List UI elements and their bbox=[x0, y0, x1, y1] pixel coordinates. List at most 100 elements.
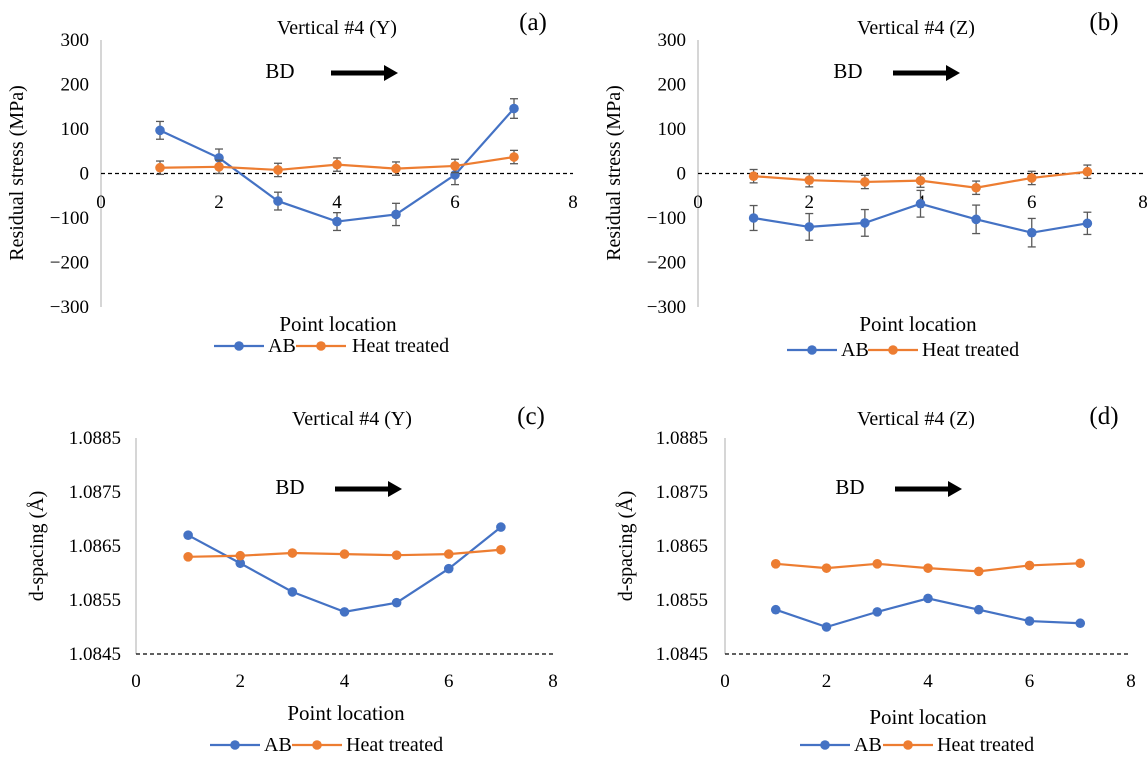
y-tick-label: 1.0855 bbox=[69, 590, 121, 611]
x-tick-label: 4 bbox=[340, 671, 350, 692]
x-tick-label: 4 bbox=[923, 671, 933, 692]
data-point bbox=[971, 214, 981, 225]
chart-panel-a: 300 200 100 0 −100 −200 −300 0 2 4 6 8 Vertical #4 (… bbox=[6, 9, 578, 357]
data-point bbox=[332, 216, 342, 227]
bd-label: BD bbox=[275, 475, 304, 499]
data-point bbox=[214, 162, 224, 172]
x-tick-label: 6 bbox=[1025, 671, 1035, 692]
data-point bbox=[804, 222, 815, 232]
chart-title: Vertical #4 (Z) bbox=[857, 408, 975, 430]
series-heat-treated bbox=[748, 164, 1093, 196]
x-tick-label: 8 bbox=[1126, 671, 1136, 692]
data-point bbox=[496, 522, 506, 532]
data-point bbox=[509, 152, 519, 162]
chart-panel-c: 1.0885 1.0875 1.0865 1.0855 1.0845 0 2 4 6 8 Verti… bbox=[26, 403, 558, 756]
data-point bbox=[1075, 618, 1086, 629]
data-point bbox=[973, 566, 984, 577]
x-tick-label: 8 bbox=[568, 192, 578, 213]
data-point bbox=[923, 593, 933, 604]
legend-marker-heat-treated bbox=[888, 345, 898, 355]
legend: AB Heat treated bbox=[787, 339, 1019, 361]
y-tick-label: 1.0875 bbox=[656, 482, 708, 503]
y-axis-label: d-spacing (Å) bbox=[615, 491, 637, 602]
data-point bbox=[821, 563, 832, 573]
data-point bbox=[770, 604, 781, 615]
data-point bbox=[1024, 616, 1035, 626]
legend-marker-ab bbox=[820, 740, 830, 750]
chart-title: Vertical #4 (Y) bbox=[292, 408, 412, 430]
y-tick-label: −200 bbox=[647, 253, 686, 274]
bd-arrow-icon bbox=[895, 481, 962, 497]
bd-arrow-icon bbox=[331, 65, 398, 81]
y-tick-label: 200 bbox=[61, 75, 90, 96]
data-point bbox=[183, 552, 193, 562]
y-tick-label: 1.0845 bbox=[656, 644, 708, 665]
chart-title: Vertical #4 (Y) bbox=[277, 17, 397, 39]
data-point bbox=[287, 548, 298, 558]
bd-arrow-icon bbox=[335, 481, 402, 497]
legend-marker-ab bbox=[234, 341, 244, 351]
data-point bbox=[748, 213, 759, 223]
data-point bbox=[860, 177, 870, 187]
panel-label: (b) bbox=[1089, 9, 1118, 36]
data-point bbox=[748, 171, 759, 181]
y-tick-label: 300 bbox=[61, 30, 90, 51]
bd-arrow-head bbox=[946, 65, 960, 81]
data-point bbox=[915, 198, 926, 209]
data-point bbox=[1075, 558, 1086, 569]
series-ab bbox=[748, 189, 1093, 248]
y-tick-label: −200 bbox=[50, 253, 89, 274]
x-tick-label: 2 bbox=[214, 192, 224, 213]
y-tick-label: −100 bbox=[50, 208, 89, 229]
legend-label-heat-treated: Heat treated bbox=[346, 734, 443, 756]
y-tick-label: 1.0875 bbox=[69, 482, 121, 503]
data-point bbox=[273, 165, 283, 175]
series-heat-treated bbox=[770, 558, 1086, 577]
legend-marker-heat-treated bbox=[316, 341, 326, 351]
bd-label: BD bbox=[835, 475, 864, 499]
x-tick-label: 6 bbox=[450, 192, 460, 213]
legend-label-heat-treated: Heat treated bbox=[937, 734, 1034, 756]
x-axis-label: Point location bbox=[859, 312, 977, 336]
legend-label-heat-treated: Heat treated bbox=[922, 339, 1019, 361]
x-tick-label: 8 bbox=[1138, 192, 1148, 213]
x-tick-label: 0 bbox=[720, 671, 730, 692]
legend: AB Heat treated bbox=[800, 734, 1034, 756]
x-tick-label: 0 bbox=[131, 671, 141, 692]
panel-label: (d) bbox=[1089, 403, 1118, 430]
legend-label-ab: AB bbox=[264, 734, 292, 756]
data-point bbox=[183, 530, 193, 540]
data-point bbox=[332, 159, 342, 170]
data-point bbox=[872, 559, 883, 569]
data-point bbox=[971, 182, 981, 193]
y-tick-label: 1.0865 bbox=[69, 536, 121, 557]
x-axis-label: Point location bbox=[287, 701, 405, 725]
data-point bbox=[443, 563, 454, 574]
legend-marker-ab bbox=[807, 345, 817, 355]
x-tick-label: 2 bbox=[822, 671, 832, 692]
data-point bbox=[915, 175, 926, 186]
series-heat-treated bbox=[183, 544, 506, 562]
y-tick-label: 0 bbox=[80, 164, 90, 185]
panel-label: (a) bbox=[519, 9, 547, 36]
data-point bbox=[155, 162, 165, 173]
y-tick-label: 300 bbox=[658, 30, 687, 51]
data-point bbox=[155, 125, 165, 136]
y-tick-label: 200 bbox=[658, 75, 687, 96]
data-point bbox=[923, 563, 933, 573]
data-point bbox=[821, 622, 832, 632]
y-tick-label: 1.0845 bbox=[69, 644, 121, 665]
series-heat-treated bbox=[155, 149, 519, 178]
y-tick-label: 1.0885 bbox=[656, 428, 708, 449]
bd-label: BD bbox=[265, 59, 294, 83]
x-tick-label: 2 bbox=[236, 671, 246, 692]
series-ab bbox=[770, 593, 1086, 632]
legend-marker-heat-treated bbox=[903, 740, 913, 750]
data-point bbox=[1026, 173, 1037, 183]
y-axis-label: Residual stress (MPa) bbox=[6, 85, 28, 261]
data-point bbox=[339, 549, 350, 559]
panel-label: (c) bbox=[517, 403, 545, 430]
y-axis-label: d-spacing (Å) bbox=[26, 491, 48, 602]
bd-arrow-head bbox=[384, 65, 398, 81]
legend-label-ab: AB bbox=[268, 335, 296, 357]
